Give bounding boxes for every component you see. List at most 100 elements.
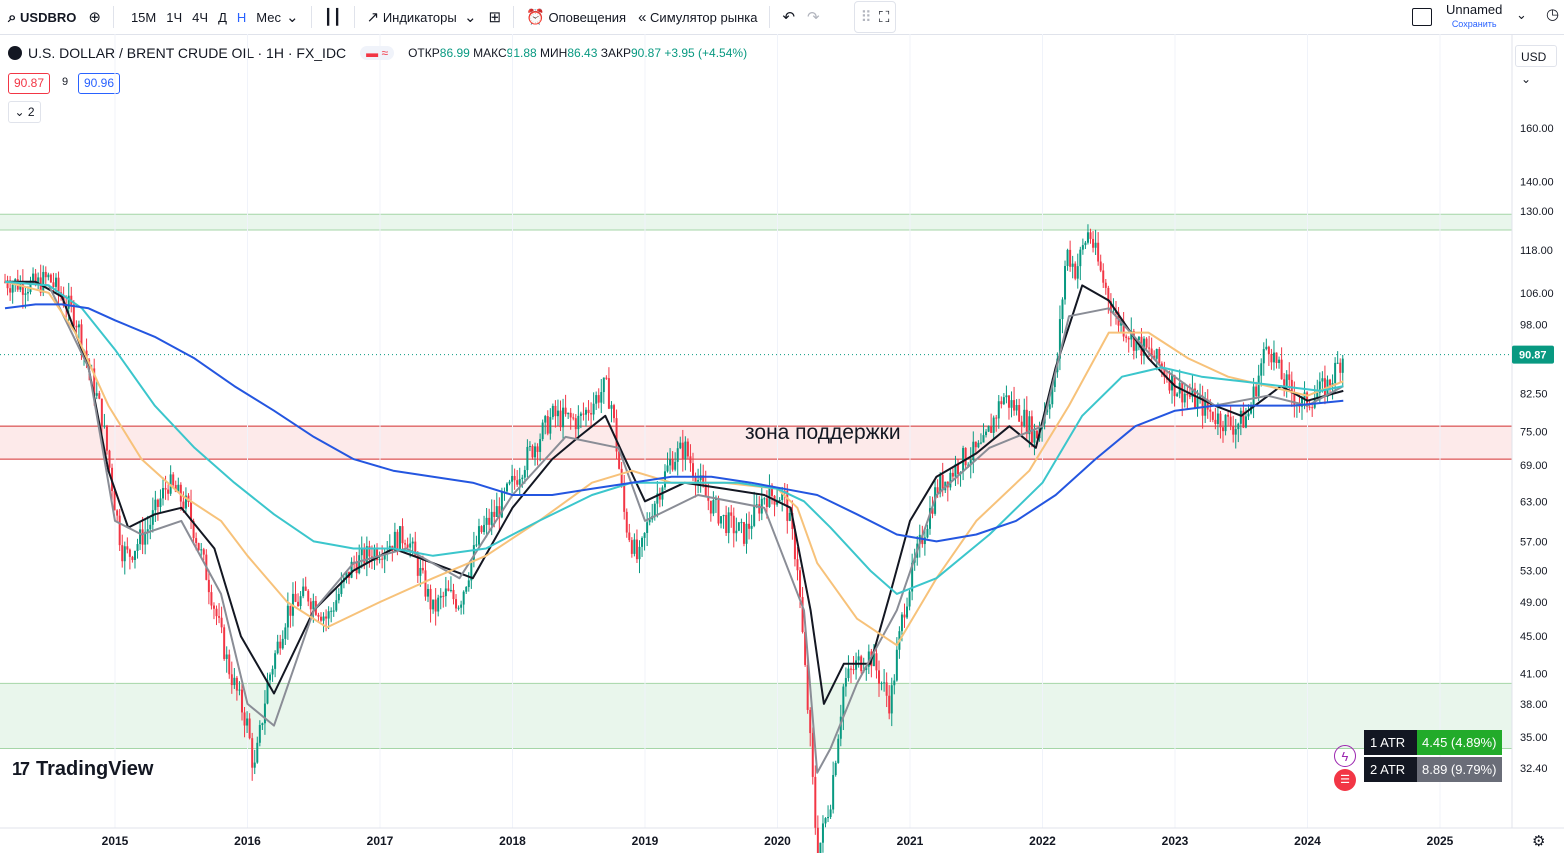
currency-select[interactable]: USD ⌄ [1515,45,1557,86]
lightning-icon[interactable]: ϟ [1334,745,1356,767]
toolbar-divider [112,6,114,28]
chevron-down-icon[interactable]: ⌄ [1516,7,1527,22]
candle [281,630,284,650]
candle [1048,397,1051,419]
candle-body [123,546,126,562]
timeframe-month[interactable]: Мес [256,9,281,25]
undo-button[interactable]: ↶ [776,0,801,34]
candle [605,375,608,380]
candle-body [172,474,175,486]
candle-body [223,627,226,659]
candle-body [291,593,294,616]
candle-body [21,282,24,295]
candle-body [582,413,585,415]
candle-body [477,526,480,545]
candle [398,525,401,552]
candle-body [370,556,373,561]
candle-body [745,523,748,544]
symbol-search[interactable]: ⌕ USDBRO [0,0,82,34]
candle [778,497,781,502]
candle [1089,228,1092,244]
templates-button[interactable]: ⊞ [483,0,508,34]
candle-body [192,520,195,539]
candle [401,518,404,552]
candle [1053,370,1056,393]
candle-body [432,599,435,610]
candle-body [786,490,789,521]
candle [1224,414,1227,436]
replay-button[interactable]: « Симулятор рынка [632,0,763,34]
candle [225,646,228,673]
candle [1000,396,1003,409]
candle-body [197,543,200,551]
candle-body [271,668,274,675]
candle [103,413,106,429]
candle-body [93,368,96,396]
candle [85,338,88,369]
candle [979,433,982,445]
atr-row-2: 2 ATR 8.89 (9.79%) [1364,757,1502,782]
candle-body [263,703,266,724]
candle [781,486,784,512]
candle [215,605,218,626]
candle [1117,307,1120,334]
candle [1153,350,1156,360]
candle [1229,405,1232,431]
timeframe-day[interactable]: Д [218,9,227,25]
indicators-button[interactable]: ↗ Индикаторы ⌄ [361,0,483,34]
candle [1094,229,1097,255]
drag-handle-icon: ⠿ [860,9,872,26]
candle [286,592,289,640]
timeframe-4h[interactable]: 4Ч [192,9,209,25]
candle [1069,240,1072,272]
candle [1204,392,1207,424]
clock-icon[interactable]: ◷ [1546,6,1560,23]
us-flag-icon[interactable]: ☰ [1334,769,1356,791]
candle-body [325,616,328,619]
candle-body [85,350,88,360]
timeframe-week[interactable]: Н [236,9,247,25]
settings-icon[interactable]: ⚙ [1532,833,1546,850]
candle-body [391,545,394,551]
candle [365,536,368,577]
candle [212,602,215,620]
candle [679,436,682,450]
buy-price-box[interactable]: 90.96 [78,73,121,94]
candle-body [108,450,111,468]
sell-price-box[interactable]: 90.87 [8,73,51,94]
chevron-down-icon[interactable]: ⌄ [285,9,299,26]
indicators-collapse-button[interactable]: ⌄ 2 [8,101,41,123]
candle-body [559,410,562,428]
zone-support [0,683,1512,749]
candle [855,652,858,680]
redo-button[interactable]: ↷ [801,0,826,34]
fullscreen-button[interactable]: ⠿ ⛶ [853,1,897,33]
candle-body [1109,301,1112,313]
layout-name-button[interactable]: Unnamed Сохранить [1446,3,1502,31]
candle [4,273,7,284]
candle-body [1089,232,1092,239]
chart-type-button[interactable]: ┃┃ [318,0,348,34]
candle [383,548,386,574]
layout-checkbox-icon[interactable] [1412,8,1432,26]
candle-body [437,597,440,612]
candle [773,494,776,517]
alerts-button[interactable]: ⏰ Оповещения [520,0,632,34]
candle-body [42,271,45,293]
candle [758,496,761,522]
candle-body [1232,426,1235,435]
candle-body [651,515,654,520]
timeframe-1h[interactable]: 1Ч [166,9,183,25]
candle [230,661,233,694]
undo-icon: ↶ [782,9,796,26]
candle [1280,347,1283,380]
symbol-label: USDBRO [20,9,77,25]
timeframe-15m[interactable]: 15М [130,9,157,25]
legend-toggle-icon[interactable]: ▬ ≈ [360,46,395,60]
add-symbol-button[interactable]: ⊕ [82,0,107,34]
candle-body [215,608,218,617]
candle [105,424,108,455]
candle-body [579,413,582,416]
candle [128,548,131,570]
